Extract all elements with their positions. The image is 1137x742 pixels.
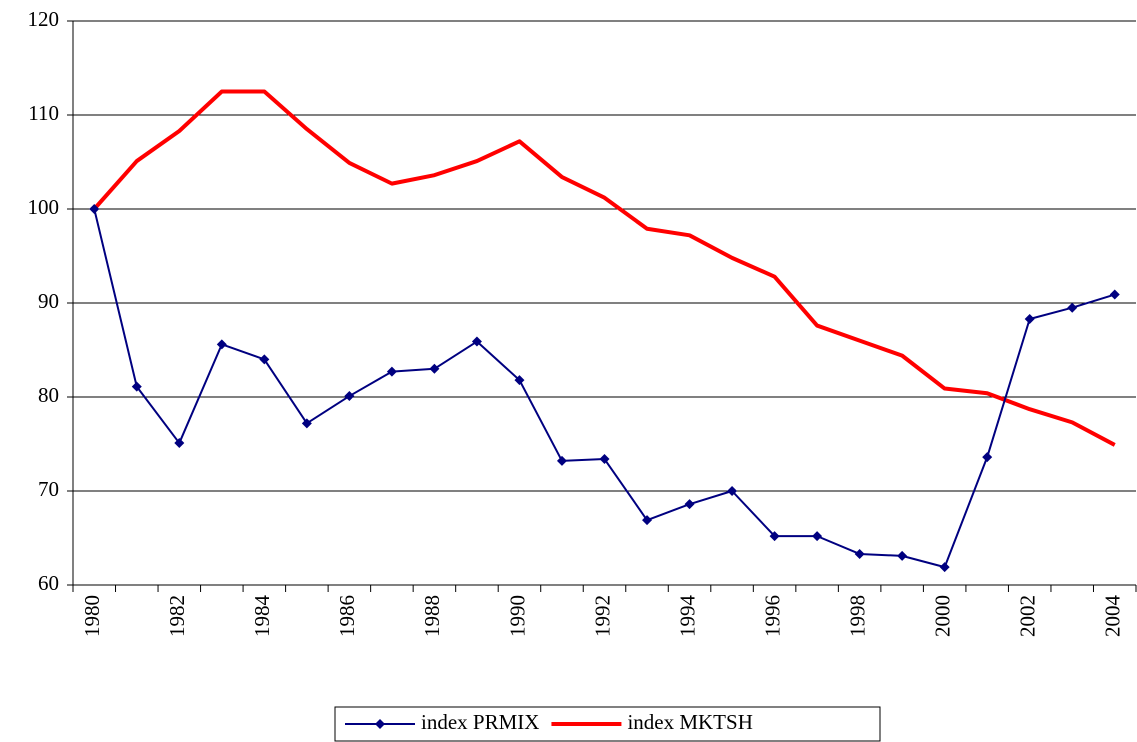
y-tick-label: 120 [28,7,60,31]
x-tick-label: 1998 [845,595,869,637]
data-point [642,515,653,526]
data-point [1109,289,1120,300]
x-tick-label: 2004 [1101,595,1125,638]
y-tick-label: 90 [38,289,59,313]
x-tick-label: 1980 [80,595,104,637]
data-point [259,354,270,365]
data-point [897,550,908,561]
x-tick-label: 1992 [590,595,614,637]
data-point [386,366,397,377]
data-point [301,418,312,429]
data-point [344,391,355,402]
x-tick-label: 1988 [420,595,444,637]
data-point [1067,302,1078,313]
y-tick-label: 70 [38,477,59,501]
legend-label: index MKTSH [627,710,752,734]
data-point [1024,313,1035,324]
data-point [854,548,865,559]
x-tick-label: 1996 [760,595,784,637]
data-point [429,363,440,374]
x-tick-label: 1982 [165,595,189,637]
data-point [89,204,100,214]
data-point [684,499,695,510]
data-point [556,455,567,466]
y-tick-label: 110 [28,101,59,125]
x-tick-label: 1984 [250,595,274,638]
data-point [939,562,950,573]
y-tick-label: 80 [38,383,59,407]
data-point [982,452,993,463]
data-point [131,381,142,392]
data-point [174,438,185,449]
series-line [93,208,1116,569]
x-tick-label: 1994 [675,595,699,638]
x-tick-label: 2002 [1016,595,1040,637]
data-point [769,531,780,542]
legend-label: index PRMIX [421,710,539,734]
data-point [471,336,482,347]
y-tick-label: 100 [28,195,60,219]
x-tick-label: 2000 [930,595,954,637]
data-point [812,531,823,542]
data-point [727,486,738,496]
x-tick-label: 1986 [335,595,359,637]
y-tick-label: 60 [38,571,59,595]
data-point [599,454,610,465]
data-point [514,375,525,386]
legend-marker [375,719,385,729]
x-tick-label: 1990 [505,595,529,637]
data-point [216,339,227,350]
series-line [92,89,1116,447]
